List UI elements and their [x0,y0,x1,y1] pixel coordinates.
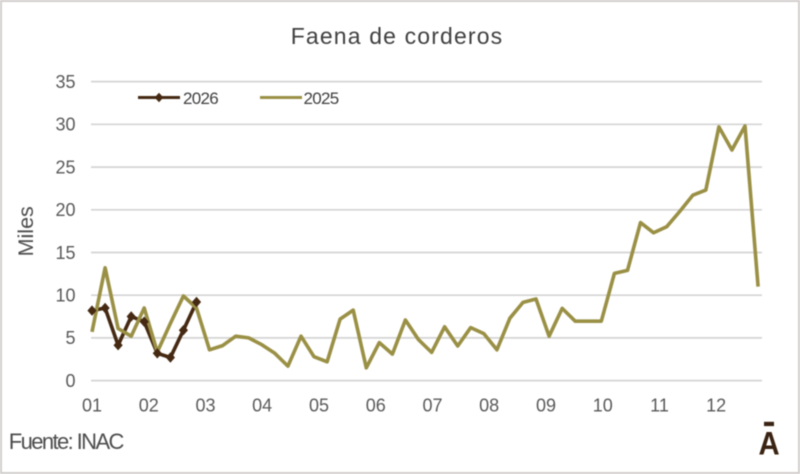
svg-text:08: 08 [479,396,499,416]
svg-text:35: 35 [55,72,75,92]
svg-text:Faena de corderos: Faena de corderos [291,23,504,49]
svg-text:01: 01 [82,396,102,416]
svg-text:30: 30 [55,115,75,135]
svg-text:12: 12 [706,396,726,416]
svg-text:20: 20 [55,200,75,220]
svg-text:Miles: Miles [14,206,38,256]
svg-text:07: 07 [422,396,442,416]
svg-text:06: 06 [366,396,386,416]
svg-text:2026: 2026 [183,89,218,108]
svg-text:5: 5 [65,328,75,348]
svg-text:Fuente: INAC: Fuente: INAC [9,429,125,454]
svg-text:05: 05 [309,396,329,416]
svg-text:11: 11 [650,396,669,416]
svg-text:10: 10 [593,396,613,416]
svg-text:10: 10 [55,286,75,306]
svg-text:04: 04 [252,396,272,416]
svg-text:15: 15 [55,243,75,263]
svg-text:03: 03 [195,396,215,416]
svg-text:02: 02 [139,396,159,416]
svg-text:25: 25 [55,157,75,177]
svg-text:A: A [758,425,779,462]
svg-text:0: 0 [65,371,75,391]
svg-text:2025: 2025 [304,89,339,108]
svg-text:09: 09 [536,396,556,416]
